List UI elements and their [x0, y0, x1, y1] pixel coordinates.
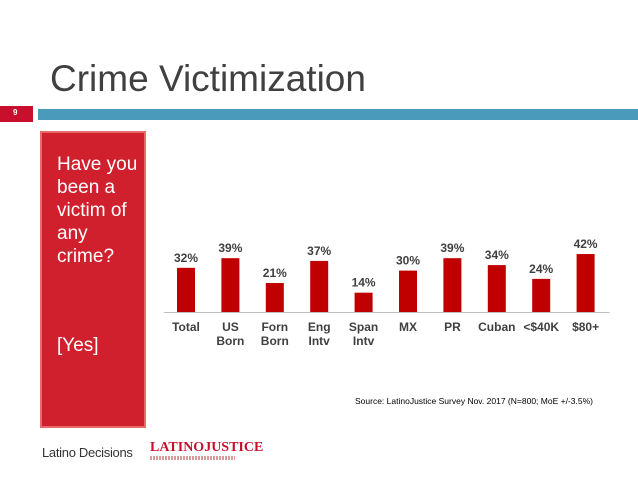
bar-chart: 32%Total39%USBorn21%FornBorn37%EngIntv14… [164, 237, 610, 348]
latino-decisions-text: Latino Decisions [42, 445, 133, 460]
question-answer: [Yes] [57, 335, 99, 356]
bar [354, 292, 373, 312]
bar [487, 265, 506, 312]
bar [265, 283, 284, 312]
data-label: 24% [529, 262, 553, 276]
bar [221, 258, 240, 312]
bar [443, 258, 462, 312]
data-label: 37% [307, 244, 331, 258]
bar [532, 278, 551, 312]
data-label: 39% [218, 241, 242, 255]
page-number-box [0, 106, 33, 122]
latino-justice-logo-tagline [150, 456, 235, 460]
category-label: Intv [309, 334, 331, 348]
category-label: Born [261, 334, 289, 348]
category-label: PR [444, 320, 461, 334]
category-label: Eng [308, 320, 331, 334]
category-label: Cuban [478, 320, 515, 334]
category-label: $80+ [572, 320, 599, 334]
data-label: 42% [574, 237, 598, 251]
latino-justice-logo: LATINOJUSTICE [150, 440, 264, 455]
latino-decisions-logo: Latino Decisions [42, 445, 133, 460]
data-label: 14% [352, 276, 376, 290]
category-label: MX [399, 320, 417, 334]
category-label: Total [172, 320, 200, 334]
data-label: 39% [440, 241, 464, 255]
data-label: 21% [263, 266, 287, 280]
question-box: Have you been a victim of any crime? [Ye… [40, 131, 146, 428]
data-label: 34% [485, 248, 509, 262]
category-label: Span [349, 320, 378, 334]
bar [177, 267, 195, 312]
bar [399, 270, 417, 312]
data-label: 30% [396, 254, 420, 268]
category-label: Intv [353, 334, 375, 348]
page-number: 9 [13, 108, 18, 117]
category-label: US [222, 320, 239, 334]
slide-title: Crime Victimization [50, 58, 366, 99]
category-label: <$40K [523, 320, 559, 334]
category-label: Forn [261, 320, 288, 334]
source-note: Source: LatinoJustice Survey Nov. 2017 (… [355, 396, 593, 406]
bar [310, 260, 329, 312]
question-text: Have you been a victim of any crime? [57, 154, 138, 267]
bar [576, 254, 595, 312]
title-rule [38, 109, 638, 120]
data-label: 32% [174, 251, 198, 265]
category-label: Born [216, 334, 244, 348]
